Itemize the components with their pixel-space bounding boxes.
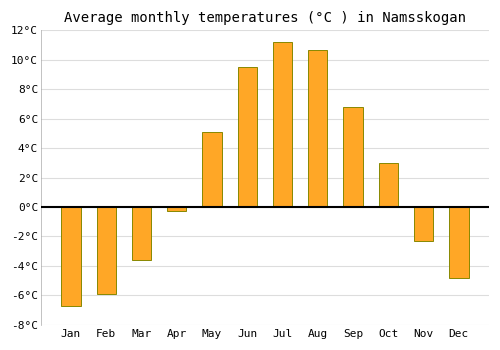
Bar <box>378 163 398 207</box>
Bar <box>96 207 116 294</box>
Bar <box>202 132 222 207</box>
Bar <box>273 42 292 207</box>
Bar <box>414 207 434 241</box>
Bar <box>132 207 151 260</box>
Bar <box>308 50 328 207</box>
Bar <box>449 207 468 278</box>
Bar <box>344 107 362 207</box>
Title: Average monthly temperatures (°C ) in Namsskogan: Average monthly temperatures (°C ) in Na… <box>64 11 466 25</box>
Bar <box>62 207 80 306</box>
Bar <box>238 67 257 207</box>
Bar <box>167 207 186 211</box>
